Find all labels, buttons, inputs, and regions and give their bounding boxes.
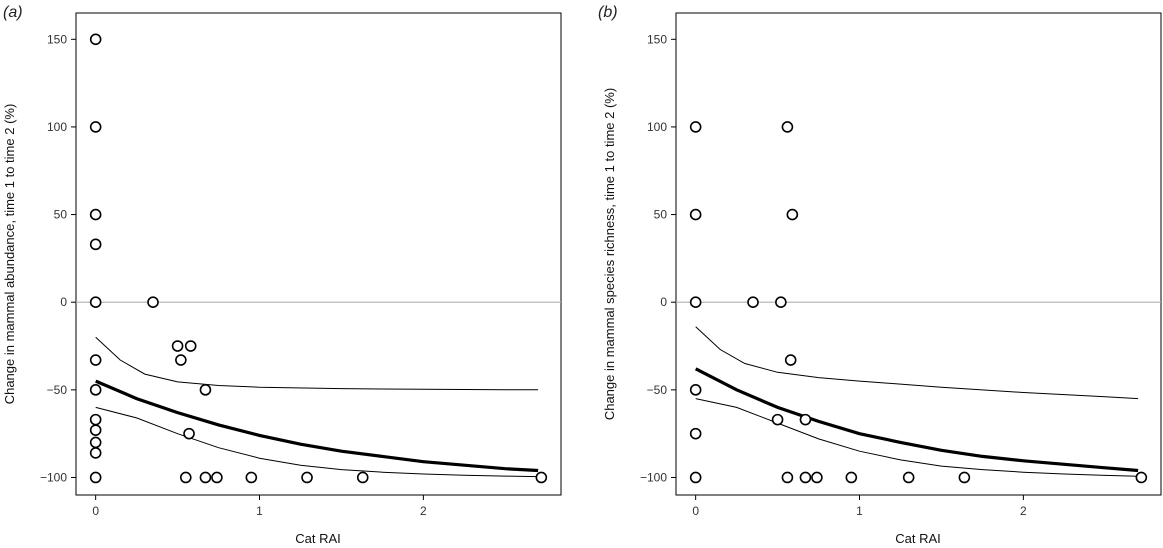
panel-b-data-point — [811, 471, 823, 484]
panel-a-data-point — [535, 471, 548, 484]
panel-a-fit-line — [95, 379, 539, 473]
panel-b-data-point — [689, 427, 702, 440]
panel-a-plot-frame — [75, 12, 562, 496]
panel-b-x-axis-ticks: 0 1 2 — [692, 495, 1027, 518]
panel-a-confidence-band — [95, 336, 539, 478]
panel-b-fit-line — [694, 367, 1139, 473]
panel-a-data-point — [89, 33, 102, 46]
panel-b-ci-upper-line — [695, 326, 1139, 400]
panel-a-data-point — [179, 471, 192, 484]
panel-b-x-tick-label: 1 — [856, 504, 863, 518]
panel-a-data-point — [184, 340, 197, 352]
panel-a-data-point — [245, 471, 258, 484]
panel-b-data-point — [786, 208, 799, 221]
panel-b-y-tick-label: −50 — [647, 383, 668, 397]
panel-b-y-axis-title: Change in mammal species richness, time … — [602, 88, 617, 420]
panel-b-plot-frame — [675, 12, 1162, 496]
panel-b-data-point — [799, 413, 812, 426]
panel-b-x-tick-label: 2 — [1020, 504, 1027, 518]
panel-b-x-axis-title: Cat RAI — [895, 531, 941, 546]
panel-a-data-points — [89, 33, 548, 484]
panel-b-data-point — [781, 471, 794, 484]
panel-a: (a) −100 −50 0 50 100 150 0 1 2 Cat RAI Change … — [2, 4, 562, 546]
panel-b-y-tick-label: 50 — [654, 208, 668, 222]
panel-b-data-point — [689, 121, 702, 133]
panel-b-data-point — [845, 471, 858, 484]
panel-a-data-point — [89, 238, 102, 251]
panel-a-data-point — [183, 427, 195, 440]
panel-b-x-tick-label: 0 — [692, 504, 699, 518]
panel-b-ci-lower-line — [695, 398, 1139, 477]
panel-a-y-tick-label: −50 — [47, 383, 68, 397]
panel-b-data-point — [784, 354, 797, 366]
panel-a-x-axis-ticks: 0 1 2 — [92, 495, 427, 518]
panel-a-ci-upper-line — [95, 336, 539, 391]
panel-a-data-point — [89, 413, 102, 426]
panel-b-data-point — [689, 208, 702, 221]
panel-a-y-axis-ticks: −100 −50 0 50 100 150 — [40, 32, 76, 484]
panel-a-data-point — [89, 471, 102, 484]
panel-b-y-tick-label: 100 — [647, 120, 667, 134]
panel-a-data-point — [211, 471, 223, 484]
panel-b-data-point — [1135, 471, 1148, 484]
panel-b: (b) −100 −50 0 50 100 150 0 1 2 Cat RAI Change … — [598, 4, 1162, 546]
panel-b-data-point — [799, 471, 812, 484]
panel-b-y-tick-label: 0 — [660, 295, 667, 309]
panel-b-y-axis-ticks: −100 −50 0 50 100 150 — [640, 32, 676, 484]
panel-b-data-point — [781, 121, 794, 133]
panel-a-data-point — [89, 354, 102, 366]
panel-b-y-tick-label: 150 — [647, 32, 667, 46]
panel-a-fitted-curve — [95, 379, 539, 473]
panel-b-data-point — [689, 471, 702, 484]
panel-b-data-point — [689, 296, 702, 309]
panel-a-x-tick-label: 2 — [420, 504, 427, 518]
panel-a-data-point — [175, 354, 187, 366]
panel-a-data-point — [89, 436, 102, 449]
panel-a-y-tick-label: −100 — [40, 470, 67, 484]
panel-a-label: (a) — [3, 4, 23, 21]
panel-b-confidence-band — [695, 326, 1139, 477]
panel-b-fitted-curve — [694, 367, 1139, 473]
panel-a-y-tick-label: 0 — [60, 295, 67, 309]
panel-b-data-point — [902, 471, 915, 484]
panel-a-y-tick-label: 100 — [47, 120, 67, 134]
panel-a-data-point — [199, 471, 212, 484]
panel-a-data-point — [89, 424, 102, 436]
panel-a-data-point — [89, 447, 102, 459]
panel-a-data-point — [171, 340, 184, 352]
panel-b-data-point — [771, 413, 784, 426]
panel-a-y-tick-label: 50 — [54, 208, 68, 222]
panel-a-data-point — [356, 471, 369, 484]
panel-a-y-tick-label: 150 — [47, 32, 67, 46]
panel-a-ci-lower-line — [95, 406, 539, 478]
panel-a-data-point — [89, 296, 102, 309]
panel-b-data-point — [958, 471, 971, 484]
panel-b-data-points — [689, 121, 1148, 484]
panel-b-data-point — [689, 384, 702, 396]
panel-b-y-tick-label: −100 — [640, 470, 667, 484]
panel-a-data-point — [89, 121, 102, 133]
panel-a-data-point — [301, 471, 313, 484]
panel-a-data-point — [89, 208, 102, 221]
panel-b-label: (b) — [598, 4, 618, 21]
panel-b-data-point — [775, 296, 787, 309]
panel-a-x-tick-label: 1 — [256, 504, 263, 518]
panel-a-y-axis-title: Change in mammal abundance, time 1 to ti… — [2, 104, 17, 405]
panel-a-x-axis-title: Cat RAI — [295, 531, 341, 546]
panel-a-x-tick-label: 0 — [92, 504, 99, 518]
panel-b-data-point — [747, 296, 759, 309]
panel-a-data-point — [199, 384, 212, 396]
panel-a-data-point — [89, 384, 102, 396]
panel-a-data-point — [147, 296, 159, 309]
